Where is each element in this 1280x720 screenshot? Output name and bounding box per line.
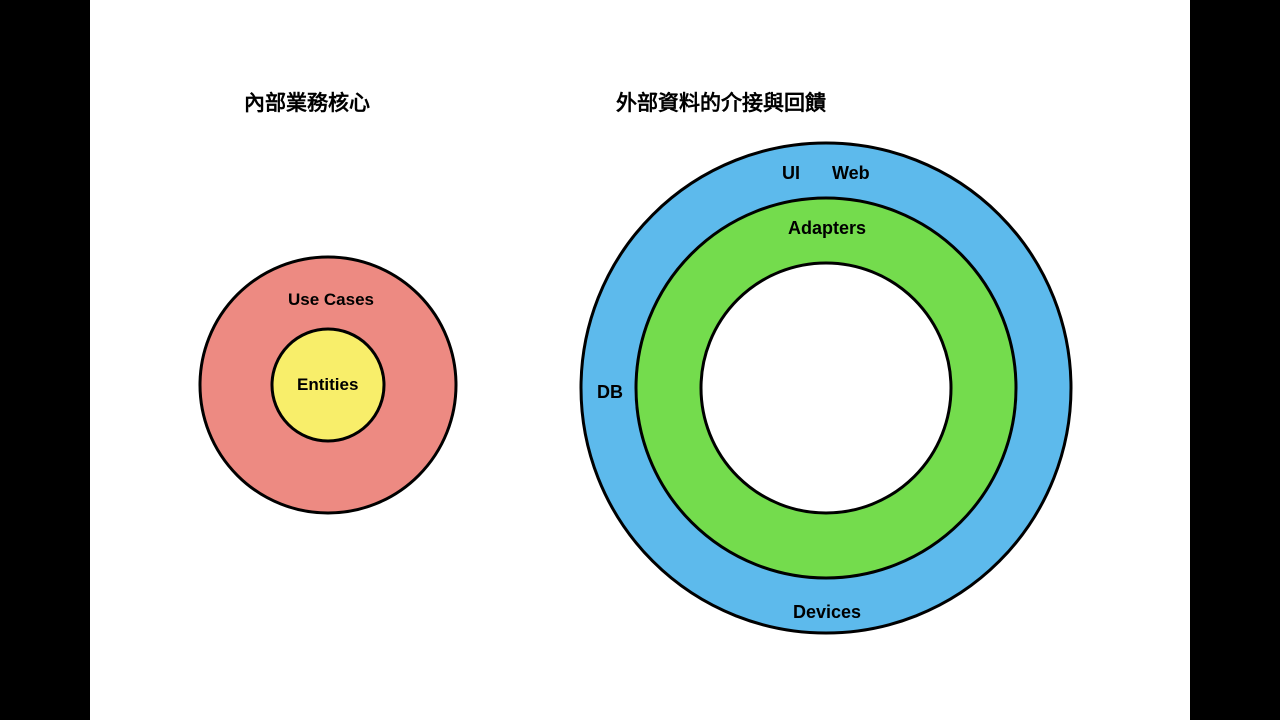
label-entities: Entities	[297, 375, 358, 395]
label-adapters: Adapters	[788, 218, 866, 239]
label-ui: UI	[782, 163, 800, 184]
label-web: Web	[832, 163, 870, 184]
label-use-cases: Use Cases	[288, 290, 374, 310]
canvas: 內部業務核心 外部資料的介接與回饋 Use Cases Entities UI …	[90, 0, 1190, 720]
left-title: 內部業務核心	[244, 87, 370, 117]
label-db: DB	[597, 382, 623, 403]
right-ring-2	[701, 263, 951, 513]
label-devices: Devices	[793, 602, 861, 623]
right-title: 外部資料的介接與回饋	[616, 87, 826, 117]
